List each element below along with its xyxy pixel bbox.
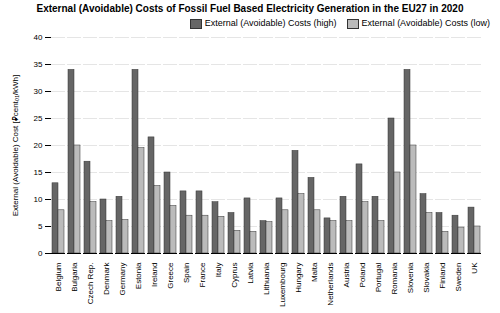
html-text:External (Avoidable) Costs (hi: External (Avoidable) Costs (high): [204, 18, 337, 28]
svg-text:20: 20: [34, 141, 43, 150]
svg-text:25: 25: [34, 114, 43, 123]
svg-text:Ireland: Ireland: [150, 263, 159, 287]
svg-text:Sweden: Sweden: [454, 263, 463, 292]
svg-text:Estonia: Estonia: [134, 262, 143, 289]
svg-text:Germany: Germany: [118, 263, 127, 296]
svg-text:30: 30: [34, 87, 43, 96]
svg-text:Netherlands: Netherlands: [326, 263, 335, 306]
html-text:External (Avoidable) Costs (lo: External (Avoidable) Costs (low): [361, 18, 490, 28]
svg-text:15: 15: [34, 168, 43, 177]
svg-text:Lithuania: Lithuania: [262, 262, 271, 295]
svg-text:Hungary: Hungary: [294, 263, 303, 293]
svg-text:Austria: Austria: [342, 262, 351, 287]
svg-text:5: 5: [38, 222, 43, 231]
svg-text:Denmark: Denmark: [102, 262, 111, 295]
svg-text:Belgium: Belgium: [54, 262, 63, 291]
svg-text:Slovenia: Slovenia: [406, 262, 415, 293]
svg-text:Slovakia: Slovakia: [422, 262, 431, 293]
svg-text:0: 0: [38, 249, 43, 258]
svg-text:Luxembourg: Luxembourg: [278, 263, 287, 307]
svg-text:Malta: Malta: [310, 262, 319, 282]
svg-text:10: 10: [34, 195, 43, 204]
svg-text:Greece: Greece: [166, 262, 175, 289]
svg-text:Italy: Italy: [214, 263, 223, 278]
svg-text:35: 35: [34, 60, 43, 69]
svg-text:External (Avoidable) Cost [⃌ce: External (Avoidable) Cost [⃌cent₀₁/kWh]: [11, 75, 20, 217]
svg-text:Finland: Finland: [438, 263, 447, 289]
svg-text:Czech Rep.: Czech Rep.: [86, 263, 95, 305]
svg-text:Poland: Poland: [358, 263, 367, 288]
svg-text:Latvia: Latvia: [246, 262, 255, 284]
svg-text:Cyprus: Cyprus: [230, 263, 239, 288]
svg-text:UK: UK: [470, 262, 479, 274]
svg-text:Romania: Romania: [390, 262, 399, 295]
svg-text:Bulgaria: Bulgaria: [70, 262, 79, 292]
html-text:External (Avoidable) Costs of: External (Avoidable) Costs of Fossil Fue…: [36, 3, 464, 14]
svg-text:France: France: [198, 262, 207, 287]
svg-text:Spain: Spain: [182, 263, 191, 283]
svg-text:40: 40: [34, 33, 43, 42]
svg-text:Portugal: Portugal: [374, 262, 383, 292]
